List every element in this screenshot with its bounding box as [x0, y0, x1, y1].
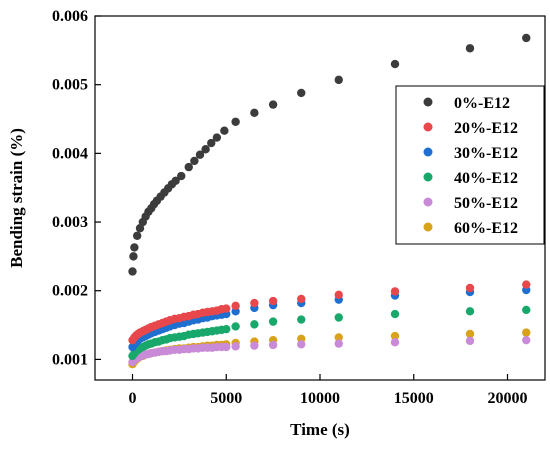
data-point — [129, 252, 138, 261]
data-point — [390, 331, 400, 341]
data-point — [212, 133, 222, 142]
x-tick-label: 10000 — [300, 390, 340, 407]
legend-label: 50%-E12 — [454, 195, 518, 212]
data-point — [250, 320, 259, 329]
data-point — [231, 301, 240, 311]
data-point — [231, 117, 240, 126]
legend-marker — [423, 147, 433, 157]
series-50%-E12 — [128, 335, 531, 367]
data-point — [250, 298, 259, 308]
legend-marker — [423, 172, 433, 182]
legend-label: 0%-E12 — [454, 95, 510, 112]
x-tick-label: 0 — [129, 390, 137, 407]
data-point — [522, 335, 531, 345]
legend-label: 20%-E12 — [454, 120, 518, 137]
data-point — [465, 307, 475, 316]
data-point — [465, 336, 475, 346]
x-axis-title: Time (s) — [290, 420, 350, 439]
x-tick-label: 15000 — [394, 390, 434, 407]
legend-box — [395, 85, 545, 245]
data-point — [220, 126, 229, 135]
data-point — [297, 315, 306, 324]
axes: 0 5000 10000 15000 20000 0.001 0.002 0.003 0.004… — [52, 8, 546, 407]
data-points — [128, 33, 531, 369]
y-tick-label: 0.005 — [52, 77, 88, 94]
data-point — [231, 322, 240, 331]
y-tick-label: 0.006 — [52, 8, 88, 25]
data-point — [465, 329, 475, 339]
data-point — [297, 340, 306, 349]
data-point — [130, 243, 139, 252]
data-point — [522, 328, 531, 337]
x-tick-label: 20000 — [488, 390, 528, 407]
legend-label: 40%-E12 — [454, 170, 518, 187]
y-tick-label: 0.001 — [52, 351, 88, 368]
data-point — [390, 287, 400, 296]
data-point — [334, 339, 343, 348]
data-point — [250, 341, 259, 350]
data-point — [190, 156, 199, 166]
y-tick-label: 0.004 — [52, 145, 88, 162]
y-axis-title: Bending strain (%) — [7, 128, 26, 268]
data-point — [231, 342, 240, 351]
data-point — [128, 267, 137, 276]
data-point — [522, 305, 531, 315]
legend: 0%-E12 20%-E12 30%-E12 40%-E12 50%-E12 60%-E1… — [395, 85, 545, 245]
y-tick-label: 0.002 — [52, 283, 88, 300]
data-point — [297, 294, 306, 304]
data-point — [390, 59, 400, 69]
data-point — [250, 108, 259, 118]
series-20%-E12 — [128, 280, 531, 345]
data-point — [390, 338, 400, 347]
data-point — [334, 333, 343, 342]
data-point — [207, 138, 216, 148]
data-point — [268, 340, 278, 350]
data-point — [184, 162, 193, 172]
data-point — [465, 283, 475, 293]
data-point — [222, 304, 231, 313]
series-0%-E12 — [128, 33, 531, 276]
data-point — [390, 309, 400, 319]
data-point — [522, 33, 531, 43]
legend-marker — [423, 197, 433, 207]
data-point — [334, 313, 343, 322]
data-point — [268, 317, 278, 326]
x-tick-label: 5000 — [210, 390, 242, 407]
legend-label: 30%-E12 — [454, 145, 518, 162]
data-point — [334, 290, 343, 300]
data-point — [522, 280, 531, 289]
data-point — [334, 75, 343, 85]
data-point — [268, 296, 278, 306]
data-point — [177, 171, 186, 181]
legend-marker — [423, 97, 433, 107]
series-40%-E12 — [128, 305, 531, 361]
legend-marker — [423, 122, 433, 132]
data-point — [222, 324, 231, 334]
data-point — [465, 44, 475, 53]
data-point — [132, 231, 142, 240]
data-point — [268, 100, 278, 109]
data-point — [297, 88, 306, 98]
data-point — [222, 342, 231, 352]
legend-marker — [423, 222, 433, 232]
data-point — [201, 145, 210, 154]
data-point — [195, 150, 205, 159]
data-point — [171, 176, 180, 186]
legend-label: 60%-E12 — [454, 220, 518, 237]
y-tick-label: 0.003 — [52, 214, 88, 231]
